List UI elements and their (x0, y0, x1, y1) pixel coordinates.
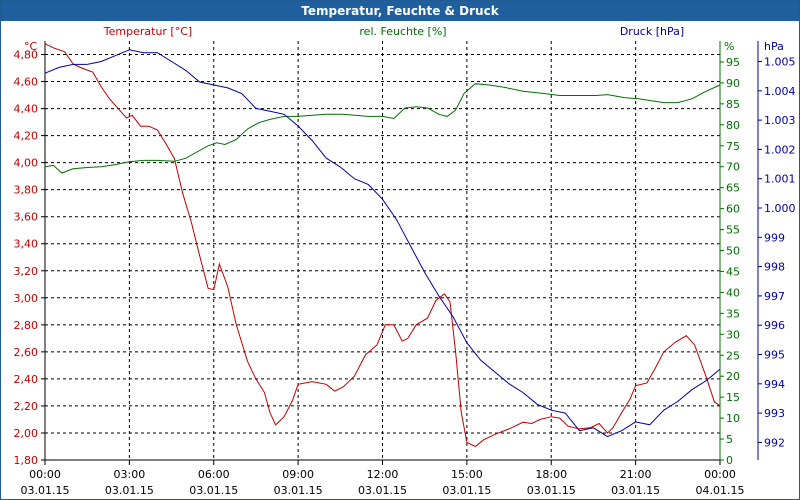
pressure-tick-label: 999 (764, 231, 785, 244)
pressure-tick-label: 993 (764, 407, 785, 420)
x-tick-time: 00:00 (704, 468, 736, 481)
pressure-tick-label: 992 (764, 436, 785, 449)
temperature-tick-label: 3,00 (14, 292, 39, 305)
temperature-axis-ticks: 1,80 2,00 2,20 2,40 2,60 2,80 3,00 3,20 3,40 3,60… (14, 49, 45, 467)
temperature-tick-label: 4,60 (14, 76, 39, 89)
pressure-tick-label: 1.000 (764, 202, 796, 215)
temperature-tick-label: 3,40 (14, 238, 39, 251)
pressure-series-line (44, 49, 721, 438)
pressure-tick-label: 1.002 (764, 143, 796, 156)
humidity-tick-label: 25 (726, 349, 740, 362)
humidity-tick-label: 70 (726, 161, 740, 174)
temperature-tick-label: 3,60 (14, 211, 39, 224)
x-tick-time: 15:00 (451, 468, 483, 481)
humidity-tick-label: 40 (726, 286, 740, 299)
temperature-tick-label: 3,80 (14, 184, 39, 197)
humidity-tick-label: 0 (726, 454, 733, 467)
temperature-series-label: Temperatur [°C] (103, 25, 192, 38)
pressure-unit-label: hPa (764, 40, 784, 53)
humidity-tick-label: 50 (726, 245, 740, 258)
humidity-unit-label: % (724, 40, 734, 53)
x-tick-time: 12:00 (367, 468, 399, 481)
x-tick-time: 06:00 (198, 468, 230, 481)
temperature-tick-label: 4,20 (14, 130, 39, 143)
pressure-tick-label: 1.003 (764, 114, 796, 127)
temperature-tick-label: 2,60 (14, 346, 39, 359)
humidity-tick-label: 5 (726, 433, 733, 446)
humidity-tick-label: 95 (726, 56, 740, 69)
humidity-tick-label: 30 (726, 328, 740, 341)
x-axis-ticks: 00:00 03.01.15 03:00 03.01.15 06:00 03.01.15 0… (21, 460, 745, 497)
humidity-tick-label: 90 (726, 77, 740, 90)
pressure-tick-label: 997 (764, 290, 785, 303)
humidity-series-line (44, 83, 721, 174)
pressure-tick-label: 998 (764, 261, 785, 274)
temperature-tick-label: 3,20 (14, 265, 39, 278)
humidity-tick-label: 65 (726, 182, 740, 195)
x-tick-time: 09:00 (282, 468, 314, 481)
humidity-tick-label: 75 (726, 140, 740, 153)
pressure-tick-label: 1.004 (764, 85, 796, 98)
pressure-tick-label: 994 (764, 378, 785, 391)
pressure-tick-label: 1.001 (764, 173, 796, 186)
temperature-unit-label: °C (24, 40, 38, 53)
grid-lines (45, 41, 720, 460)
humidity-tick-label: 80 (726, 119, 740, 132)
x-tick-date: 03.01.15 (358, 484, 407, 497)
humidity-tick-label: 15 (726, 391, 740, 404)
humidity-tick-label: 45 (726, 265, 740, 278)
temperature-tick-label: 4,00 (14, 157, 39, 170)
x-tick-date: 04.01.15 (696, 484, 745, 497)
x-tick-time: 21:00 (620, 468, 652, 481)
pressure-tick-label: 1.005 (764, 56, 796, 69)
series-group (44, 43, 721, 448)
temperature-tick-label: 4,40 (14, 103, 39, 116)
window-title: Temperatur, Feuchte & Druck (1, 1, 799, 21)
temperature-tick-label: 1,80 (14, 454, 39, 467)
x-tick-date: 03.01.15 (442, 484, 491, 497)
pressure-axis-ticks: 992 993 994 995 996 997 998 999 1.000 1.001 1.002 1… (758, 56, 796, 449)
temperature-tick-label: 2,40 (14, 373, 39, 386)
x-tick-date: 03.01.15 (527, 484, 576, 497)
x-tick-time: 00:00 (29, 468, 61, 481)
humidity-axis-ticks: 0 5 10 15 20 25 30 35 40 45 50 55 60 65 70 75 80 85 90 95 (720, 56, 740, 467)
temperature-tick-label: 2,80 (14, 319, 39, 332)
humidity-tick-label: 10 (726, 412, 740, 425)
x-tick-date: 03.01.15 (189, 484, 238, 497)
pressure-tick-label: 995 (764, 349, 785, 362)
temperature-tick-label: 2,20 (14, 400, 39, 413)
pressure-tick-label: 996 (764, 319, 785, 332)
x-tick-date: 03.01.15 (274, 484, 323, 497)
humidity-tick-label: 60 (726, 203, 740, 216)
pressure-series-label: Druck [hPa] (620, 25, 684, 38)
humidity-tick-label: 85 (726, 98, 740, 111)
temperature-tick-label: 4,80 (14, 49, 39, 62)
temperature-series-line (44, 43, 721, 448)
humidity-tick-label: 20 (726, 370, 740, 383)
humidity-series-label: rel. Feuchte [%] (359, 25, 446, 38)
humidity-tick-label: 55 (726, 224, 740, 237)
x-tick-date: 03.01.15 (21, 484, 70, 497)
x-tick-date: 03.01.15 (611, 484, 660, 497)
x-tick-time: 18:00 (535, 468, 567, 481)
x-tick-date: 03.01.15 (105, 484, 154, 497)
humidity-tick-label: 35 (726, 307, 740, 320)
temperature-tick-label: 2,00 (14, 427, 39, 440)
x-tick-time: 03:00 (114, 468, 146, 481)
